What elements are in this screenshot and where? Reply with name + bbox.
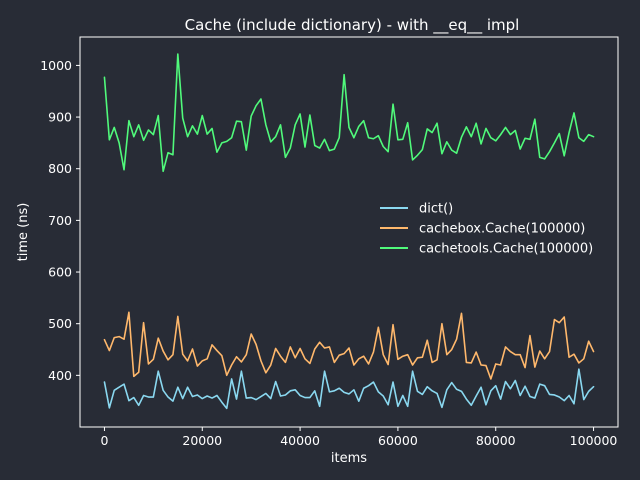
y-tick-label: 800 bbox=[48, 161, 72, 176]
x-tick-label: 80000 bbox=[476, 433, 516, 448]
y-tick-label: 900 bbox=[48, 110, 72, 125]
y-tick-label: 400 bbox=[48, 368, 72, 383]
legend-label-2: cachetools.Cache(100000) bbox=[419, 242, 593, 257]
series-line-1 bbox=[103, 311, 595, 380]
x-tick-label: 20000 bbox=[182, 433, 222, 448]
x-tick-label: 0 bbox=[100, 433, 108, 448]
axes-frame bbox=[79, 36, 619, 428]
x-axis: 0 20000 40000 60000 80000 100000 bbox=[100, 427, 617, 448]
x-tick-label: 100000 bbox=[570, 433, 618, 448]
series-line-2 bbox=[103, 53, 595, 173]
x-tick-label: 40000 bbox=[280, 433, 320, 448]
y-axis-label: time (ns) bbox=[16, 203, 31, 262]
y-tick-label: 700 bbox=[48, 213, 72, 228]
x-tick-label: 60000 bbox=[378, 433, 418, 448]
y-tick-label: 600 bbox=[48, 265, 72, 280]
x-axis-label: items bbox=[331, 451, 367, 466]
y-axis: 400 500 600 700 800 900 1000 bbox=[40, 58, 80, 383]
chart-title: Cache (include dictionary) - with __eq__… bbox=[185, 16, 520, 35]
series-line-0 bbox=[103, 368, 595, 410]
legend: dict() cachebox.Cache(100000) cachetools.C… bbox=[380, 202, 593, 257]
legend-label-1: cachebox.Cache(100000) bbox=[419, 222, 585, 237]
y-tick-label: 1000 bbox=[40, 58, 72, 73]
y-tick-label: 500 bbox=[48, 316, 72, 331]
legend-label-0: dict() bbox=[419, 202, 453, 217]
plot-area bbox=[103, 53, 595, 410]
